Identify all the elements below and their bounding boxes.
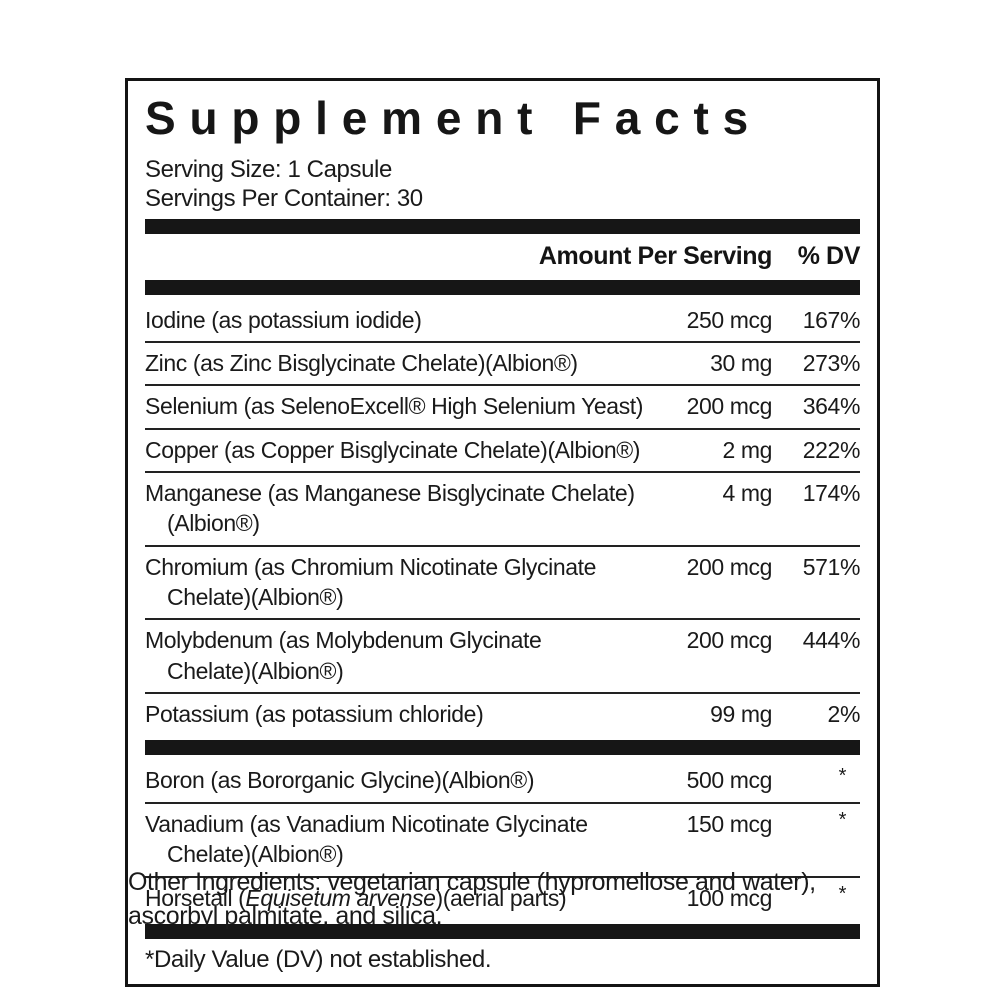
table-section: Boron (as Bororganic Glycine)(Albion®) 50…: [145, 760, 860, 918]
ingredient-name: Iodine (as potassium iodide): [145, 305, 654, 335]
ingredient-name-line2: Chelate)(Albion®): [145, 839, 654, 869]
ingredient-daily-value: 273%: [802, 349, 861, 376]
ingredient-amount: 250 mcg: [686, 306, 773, 333]
ingredient-name-text: Manganese (as Manganese Bisglycinate Che…: [145, 479, 635, 506]
table-section: Iodine (as potassium iodide) 250 mcg 167% Z…: [145, 300, 860, 736]
ingredient-daily-value: 364%: [802, 393, 861, 420]
ingredient-name-line1: Chromium (as Chromium Nicotinate Glycina…: [145, 552, 654, 582]
ingredient-name-text: (Albion®): [167, 510, 260, 537]
ingredient-name: Selenium (as SelenoExcell® High Selenium…: [145, 391, 654, 421]
ingredient-amount: 200 mcg: [686, 553, 773, 580]
ingredient-name: Potassium (as potassium chloride): [145, 699, 654, 729]
ingredient-name-text: Copper (as Copper Bisglycinate Chelate)(…: [145, 436, 641, 463]
ingredient-name: Boron (as Bororganic Glycine)(Albion®): [145, 765, 654, 795]
ingredient-amount: 99 mg: [710, 701, 772, 728]
table-row: Manganese (as Manganese Bisglycinate Che…: [145, 470, 861, 545]
ingredient-name-text: )(aerial parts): [435, 884, 567, 911]
ingredient-daily-value: *: [838, 882, 847, 905]
ingredient-table: Iodine (as potassium iodide) 250 mcg 167% Z…: [145, 300, 860, 919]
table-row: Molybdenum (as Molybdenum Glycinate Chela…: [145, 618, 860, 692]
dv-footnote: *Daily Value (DV) not established.: [145, 945, 492, 973]
panel-title: Supplement Facts: [145, 92, 762, 144]
ingredient-name: Vanadium (as Vanadium Nicotinate Glycina…: [145, 809, 654, 870]
ingredient-name-text: Horsetail (: [145, 884, 246, 911]
ingredient-amount: 100 mcg: [686, 884, 773, 911]
table-row: Copper (as Copper Bisglycinate Chelate)(…: [145, 427, 861, 471]
divider-bar-bottom: [145, 923, 860, 939]
ingredient-name-line1: Boron (as Bororganic Glycine)(Albion®): [145, 765, 654, 795]
ingredient-daily-value: *: [838, 765, 847, 788]
ingredient-daily-value: 222%: [802, 436, 861, 463]
ingredient-name-line1: Horsetail (Equisetum arvense)(aerial par…: [145, 883, 654, 913]
ingredient-name-line1: Copper (as Copper Bisglycinate Chelate)(…: [145, 435, 654, 465]
table-row: Vanadium (as Vanadium Nicotinate Glycina…: [145, 801, 860, 876]
divider-bar-header: [145, 279, 860, 295]
table-row: Iodine (as potassium iodide) 250 mcg 167%: [145, 300, 860, 341]
ingredient-name: Zinc (as Zinc Bisglycinate Chelate)(Albi…: [145, 348, 654, 378]
ingredient-daily-value: 167%: [802, 306, 861, 333]
ingredient-name-line1: Vanadium (as Vanadium Nicotinate Glycina…: [145, 809, 654, 839]
ingredient-amount: 200 mcg: [686, 393, 773, 420]
ingredient-daily-value: *: [838, 808, 847, 831]
ingredient-name-text: Chelate)(Albion®): [167, 841, 344, 868]
ingredient-name-line1: Zinc (as Zinc Bisglycinate Chelate)(Albi…: [145, 348, 654, 378]
ingredient-name-line2: (Albion®): [145, 508, 654, 538]
ingredient-name-line2: Chelate)(Albion®): [145, 656, 654, 686]
table-row: Zinc (as Zinc Bisglycinate Chelate)(Albi…: [145, 340, 861, 384]
ingredient-name-text: Zinc (as Zinc Bisglycinate Chelate)(Albi…: [145, 349, 578, 376]
ingredient-name: Horsetail (Equisetum arvense)(aerial par…: [145, 883, 654, 913]
ingredient-amount: 500 mcg: [686, 767, 773, 794]
ingredient-daily-value: 444%: [802, 627, 861, 654]
ingredient-name: Manganese (as Manganese Bisglycinate Che…: [145, 478, 654, 539]
servings-per-container: Servings Per Container: 30: [145, 185, 423, 213]
divider-bar-top: [145, 218, 860, 234]
ingredient-daily-value: 2%: [827, 701, 861, 728]
ingredient-name-text: Chromium (as Chromium Nicotinate Glycina…: [145, 553, 597, 580]
ingredient-name-text: Molybdenum (as Molybdenum Glycinate: [145, 627, 542, 654]
ingredient-name-text: Chelate)(Albion®): [167, 657, 344, 684]
ingredient-name-line1: Manganese (as Manganese Bisglycinate Che…: [145, 478, 654, 508]
table-row: Potassium (as potassium chloride) 99 mg 2%: [145, 692, 860, 735]
serving-size: Serving Size: 1 Capsule: [145, 156, 392, 183]
ingredient-name-text: Vanadium (as Vanadium Nicotinate Glycina…: [145, 810, 588, 837]
ingredient-name-text: Chelate)(Albion®): [167, 584, 344, 611]
ingredient-amount: 30 mg: [710, 349, 772, 376]
ingredient-name: Chromium (as Chromium Nicotinate Glycina…: [145, 552, 654, 613]
ingredient-name-line2: Chelate)(Albion®): [145, 582, 654, 612]
ingredient-name-text: Boron (as Bororganic Glycine)(Albion®): [145, 767, 535, 794]
table-row: Selenium (as SelenoExcell® High Selenium…: [145, 384, 860, 427]
divider-bar-section: [145, 740, 860, 756]
ingredient-amount: 200 mcg: [686, 627, 773, 654]
ingredient-name-line1: Molybdenum (as Molybdenum Glycinate: [145, 625, 654, 655]
ingredient-name: Copper (as Copper Bisglycinate Chelate)(…: [145, 435, 654, 465]
ingredient-daily-value: 571%: [802, 553, 861, 580]
dv-column-header: % DV: [797, 241, 861, 270]
table-row: Boron (as Bororganic Glycine)(Albion®) 50…: [145, 760, 860, 801]
ingredient-daily-value: 174%: [802, 479, 861, 506]
ingredient-name-line1: Iodine (as potassium iodide): [145, 305, 654, 335]
table-row: Horsetail (Equisetum arvense)(aerial par…: [145, 875, 860, 919]
supplement-facts-panel: Supplement Facts Serving Size: 1 Capsule…: [125, 78, 880, 987]
ingredient-name: Molybdenum (as Molybdenum Glycinate Chela…: [145, 625, 654, 686]
amount-column-header: Amount Per Serving: [538, 241, 773, 270]
table-row: Chromium (as Chromium Nicotinate Glycina…: [145, 544, 861, 619]
ingredient-name-text: Iodine (as potassium iodide): [145, 306, 422, 333]
column-header-row: Amount Per Serving % DV: [145, 239, 861, 275]
ingredient-name-line1: Potassium (as potassium chloride): [145, 699, 654, 729]
ingredient-amount: 4 mg: [722, 479, 772, 506]
ingredient-name-text: Potassium (as potassium chloride): [145, 701, 484, 728]
ingredient-name-line1: Selenium (as SelenoExcell® High Selenium…: [145, 391, 654, 421]
other-ingredients: Other Ingredients: vegetarian capsule (h…: [128, 868, 816, 930]
ingredient-latin-name: Equisetum arvense: [245, 884, 436, 911]
ingredient-amount: 150 mcg: [686, 810, 773, 837]
ingredient-amount: 2 mg: [722, 436, 772, 463]
ingredient-name-text: Selenium (as SelenoExcell® High Selenium…: [145, 393, 644, 420]
